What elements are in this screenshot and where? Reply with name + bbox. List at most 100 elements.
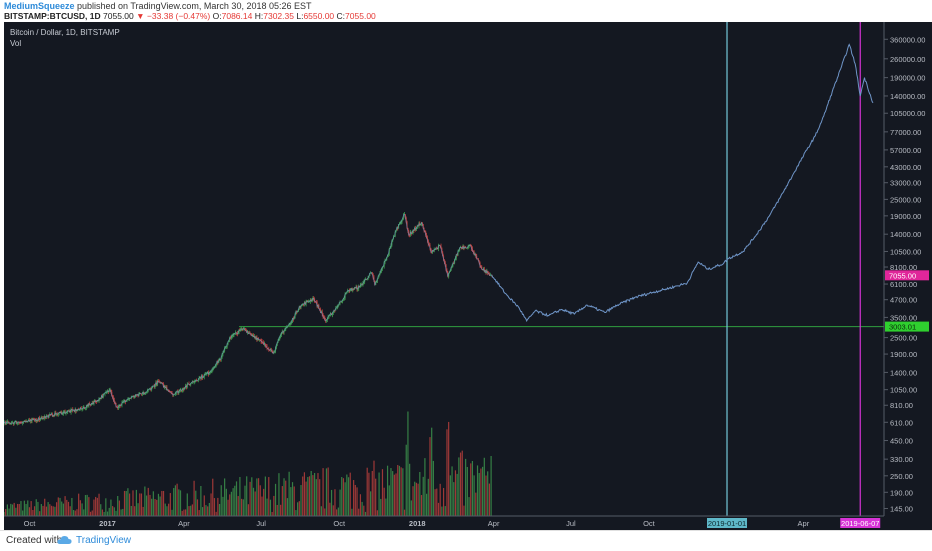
volume-bar bbox=[239, 476, 241, 516]
candle-body bbox=[427, 240, 429, 245]
volume-bar bbox=[271, 511, 273, 516]
candle-body bbox=[230, 336, 232, 339]
x-tick-label: Oct bbox=[24, 519, 37, 528]
volume-bar bbox=[256, 478, 258, 516]
candle-body bbox=[337, 306, 339, 308]
volume-bar bbox=[444, 506, 446, 516]
candle-body bbox=[374, 280, 376, 286]
volume-bar bbox=[322, 468, 324, 516]
tradingview-logo-text[interactable]: TradingView bbox=[76, 535, 132, 546]
volume-bar bbox=[257, 478, 260, 516]
candle-body bbox=[347, 290, 349, 293]
volume-bar bbox=[6, 504, 8, 516]
candle-body bbox=[401, 219, 403, 223]
y-tick-label: 190000.00 bbox=[890, 74, 925, 83]
y-tick-label: 1050.00 bbox=[890, 386, 917, 395]
candle-body bbox=[364, 280, 366, 283]
candle-body bbox=[384, 260, 386, 263]
volume-bar bbox=[89, 511, 92, 516]
created-with-text: Created with bbox=[6, 535, 63, 546]
volume-bar bbox=[395, 473, 397, 516]
candle-body bbox=[320, 309, 322, 313]
candle-body bbox=[80, 407, 82, 410]
candle-body bbox=[335, 307, 337, 311]
volume-bar bbox=[471, 461, 474, 516]
x-tick-label: Oct bbox=[333, 519, 346, 528]
time-axis[interactable]: Oct 2017 Apr Jul Oct 2018 Apr Jul Oct Apr bbox=[4, 515, 884, 528]
candle-body bbox=[121, 402, 123, 405]
volume-bar bbox=[59, 497, 61, 516]
candle-body bbox=[190, 383, 192, 385]
volume-bar bbox=[400, 467, 402, 516]
tradingview-cloud-icon bbox=[57, 536, 72, 544]
volume-bar bbox=[74, 510, 76, 516]
author-link[interactable]: MediumSqueeze bbox=[4, 1, 75, 11]
volume-bar bbox=[439, 483, 441, 516]
candle-body bbox=[305, 301, 307, 305]
candle-body bbox=[218, 360, 220, 363]
publication-line: MediumSqueeze published on TradingView.c… bbox=[4, 1, 312, 11]
volume-bar bbox=[364, 511, 367, 516]
candle-body bbox=[447, 272, 449, 277]
support-line-label: 3003.01 bbox=[889, 323, 916, 332]
volume-bar bbox=[470, 463, 472, 516]
vertical-lines[interactable]: 2019-01-01 2019-06-07 bbox=[707, 22, 881, 528]
volume-bar bbox=[410, 500, 412, 516]
volume-bar bbox=[476, 465, 479, 516]
volume-bar bbox=[56, 502, 58, 516]
chart-panel[interactable]: 3003.01 2019-01-01 2019-06-07 360000.00 26… bbox=[3, 22, 932, 530]
candle-body bbox=[29, 419, 31, 422]
footer: Created with TradingView bbox=[0, 530, 932, 551]
candle-body bbox=[404, 214, 406, 219]
candle-body bbox=[264, 343, 266, 346]
y-tick-label: 10500.00 bbox=[890, 247, 921, 256]
volume-bar bbox=[463, 505, 465, 516]
candle-body bbox=[415, 228, 417, 230]
candle-body bbox=[295, 311, 297, 315]
volume-bar bbox=[317, 473, 319, 516]
ohlc-line: BITSTAMP:BTCUSD, 1D 7055.00 ▼ −33.38 (−0… bbox=[4, 11, 376, 21]
candle-body bbox=[387, 255, 389, 258]
volume-bar bbox=[480, 468, 482, 516]
candle-body bbox=[263, 342, 265, 345]
volume-bar bbox=[298, 501, 300, 516]
volume-bar bbox=[66, 499, 68, 516]
y-tick-label: 250.00 bbox=[890, 472, 913, 481]
volume-bar bbox=[259, 485, 261, 516]
volume-bar bbox=[108, 507, 110, 516]
candle-body bbox=[353, 287, 355, 290]
candle-body bbox=[311, 300, 313, 302]
volume-bar bbox=[429, 437, 431, 516]
volume-bar bbox=[371, 470, 373, 516]
candle-body bbox=[104, 392, 106, 394]
candle-body bbox=[246, 330, 248, 333]
last-price-label-bg bbox=[885, 270, 929, 281]
candle-body bbox=[198, 377, 200, 380]
volume-bar bbox=[64, 496, 66, 516]
volume-bar bbox=[220, 485, 222, 516]
volume-bar bbox=[196, 499, 199, 516]
volume-bar bbox=[315, 479, 317, 516]
candle-body bbox=[79, 407, 81, 410]
candle-body bbox=[72, 409, 74, 411]
price-chart[interactable]: 3003.01 2019-01-01 2019-06-07 360000.00 26… bbox=[3, 22, 932, 530]
horizontal-line[interactable]: 3003.01 bbox=[239, 321, 929, 332]
candle-body bbox=[386, 257, 388, 261]
candle-body bbox=[275, 344, 277, 348]
candle-body bbox=[359, 285, 361, 288]
candle-body bbox=[293, 317, 295, 320]
candle-body bbox=[381, 268, 383, 271]
price-axis[interactable]: 360000.00 260000.00 190000.00 140000.00 1050… bbox=[883, 22, 929, 516]
volume-bar bbox=[28, 507, 31, 516]
volume-bar bbox=[307, 476, 309, 516]
volume-bar bbox=[264, 476, 266, 516]
candle-body bbox=[457, 251, 459, 255]
candle-body bbox=[260, 340, 262, 342]
volume-bar bbox=[454, 470, 457, 516]
volume-bar bbox=[339, 489, 341, 516]
candle-body bbox=[358, 286, 360, 289]
y-tick-label: 610.00 bbox=[890, 418, 913, 427]
volume-bar bbox=[157, 493, 160, 516]
volume-bar bbox=[336, 509, 338, 516]
candle-body bbox=[88, 403, 90, 406]
